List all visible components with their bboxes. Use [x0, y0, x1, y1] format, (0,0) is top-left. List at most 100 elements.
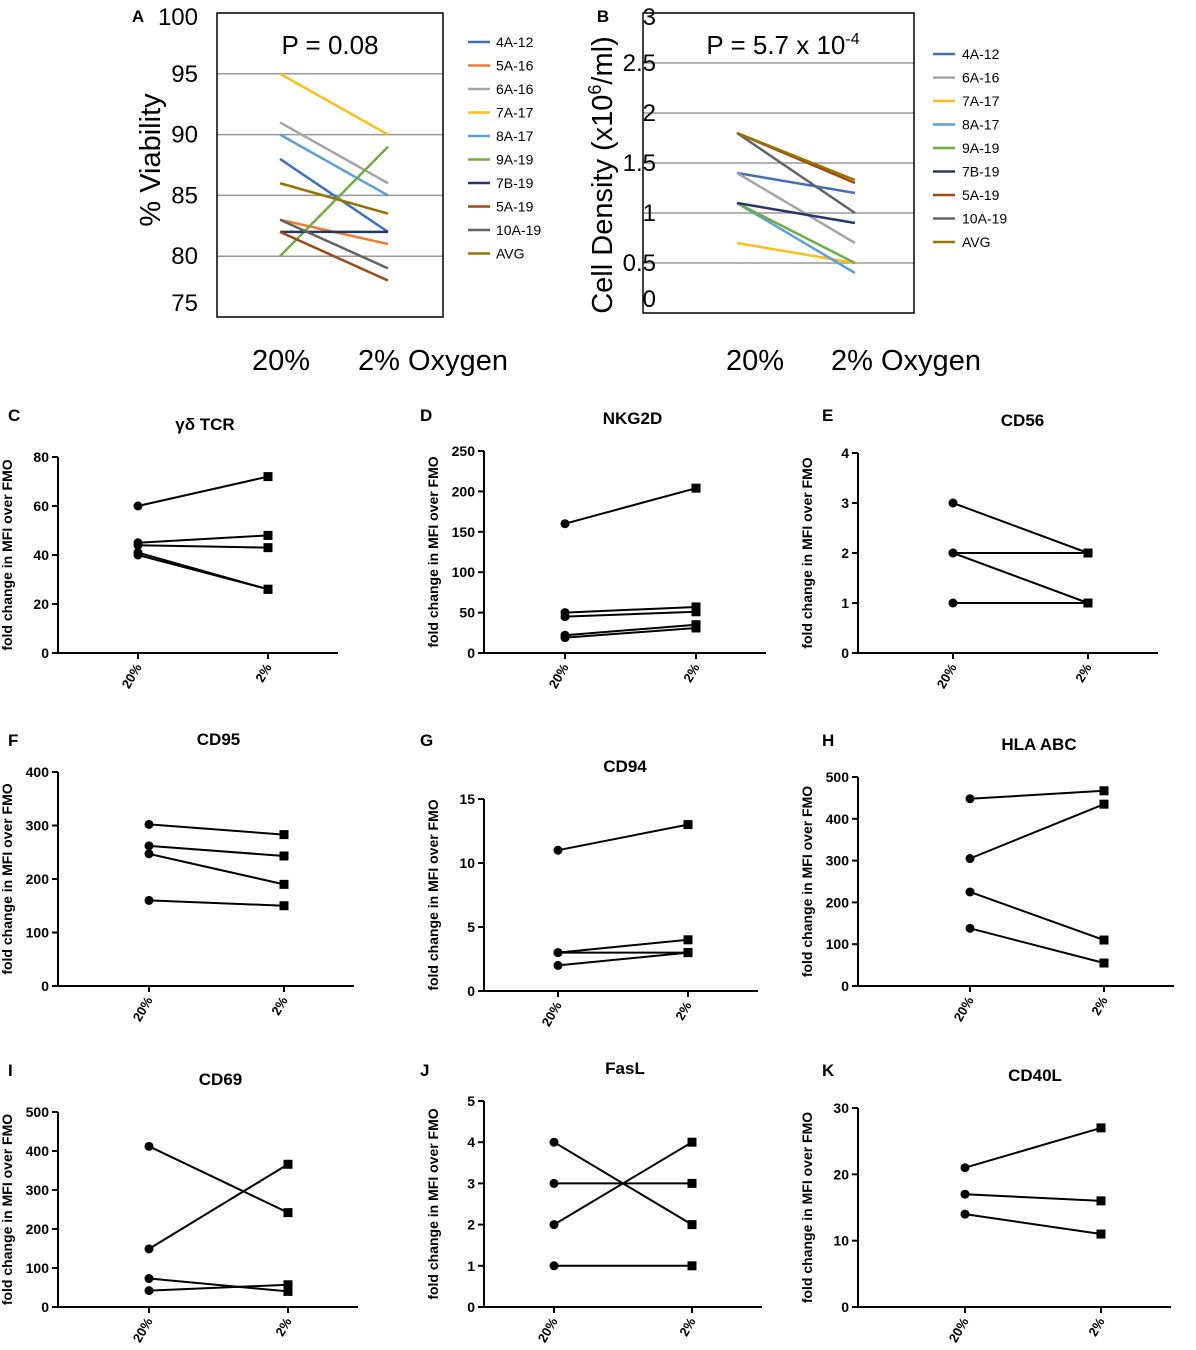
series-line [969, 891, 1105, 941]
y-tick-label: 200 [26, 1221, 50, 1237]
panel-label: D [420, 406, 432, 425]
x-axis-label: 2% Oxygen [358, 345, 508, 377]
data-point-20 [549, 1137, 559, 1147]
x-tick-label: 2% [252, 661, 275, 685]
y-tick-label: 1.5 [623, 150, 656, 177]
legend-label: 7B-19 [962, 164, 1000, 180]
y-tick-label: 0 [841, 645, 849, 661]
data-point-20 [549, 1220, 559, 1230]
y-tick-label: 1 [841, 595, 849, 611]
data-point-2 [283, 1159, 293, 1169]
data-point-20 [948, 548, 958, 558]
data-point-20 [560, 519, 570, 529]
x-tick-label: 20% [951, 994, 977, 1024]
series-line-9A-19 [736, 201, 856, 265]
data-point-2 [1099, 799, 1109, 809]
legend-label: 4A-12 [962, 46, 1000, 62]
data-point-2 [1099, 935, 1109, 945]
data-point-20 [965, 887, 975, 897]
panel-label: I [8, 1061, 13, 1080]
data-point-20 [133, 550, 143, 560]
panel-title: CD40L [1008, 1066, 1062, 1085]
y-tick-label: 2 [643, 100, 656, 127]
data-point-2 [263, 530, 273, 540]
y-tick-label: 50 [459, 605, 475, 621]
y-tick-label: 100 [26, 925, 50, 941]
data-point-2 [279, 879, 289, 889]
x-tick-label: 2% [1088, 994, 1111, 1018]
series-line [564, 623, 697, 637]
legend-label: AVG [962, 234, 991, 250]
y-tick-label: 90 [171, 122, 198, 149]
data-point-20 [553, 845, 563, 855]
y-tick-label: 5 [467, 919, 475, 935]
y-tick-label: 200 [452, 483, 476, 499]
x-tick-label: 2% [1085, 1315, 1108, 1339]
plot-frame [216, 12, 444, 318]
y-tick-label: 100 [452, 564, 476, 580]
panel-label: H [822, 731, 834, 750]
data-point-20 [560, 612, 570, 622]
data-point-2 [279, 901, 289, 911]
series-line-10A-19 [736, 131, 856, 215]
data-point-20 [553, 960, 563, 970]
data-point-2 [687, 1137, 697, 1147]
series-line-7A-17 [736, 241, 856, 265]
panel-F: F CD95 0 100 200 300 400 20% 2% fold change in MF… [0, 730, 354, 1024]
data-point-2 [1096, 1196, 1106, 1206]
series-line [148, 844, 285, 857]
y-tick-label: 400 [826, 811, 850, 827]
data-point-20 [144, 1286, 154, 1296]
y-tick-label: 0 [841, 978, 849, 994]
y-axis-label: fold change in MFI over FMO [425, 799, 441, 990]
panel-title: CD94 [603, 757, 647, 776]
y-tick-label: 3 [467, 1175, 475, 1191]
data-point-2 [687, 1178, 697, 1188]
y-tick-label: 400 [26, 764, 50, 780]
y-tick-label: 300 [26, 818, 50, 834]
data-point-20 [549, 1178, 559, 1188]
series-line [564, 610, 697, 618]
panel-label: C [8, 406, 20, 425]
legend-label: 5A-19 [496, 199, 534, 215]
data-point-20 [960, 1189, 970, 1199]
series-line [969, 789, 1105, 800]
series-line [564, 487, 697, 525]
panel-G: G CD94 0 5 10 15 20% 2% fold change in MFI over … [420, 731, 758, 1029]
data-point-2 [263, 584, 273, 594]
series-line [148, 852, 285, 886]
series-line [564, 605, 697, 614]
data-point-20 [144, 1244, 154, 1254]
x-tick-label: 20% [535, 1315, 561, 1345]
y-tick-label: 5 [467, 1093, 475, 1109]
series-line-4A-12 [279, 157, 389, 233]
y-tick-label: 0.5 [623, 250, 656, 277]
legend-label: 7A-17 [496, 105, 534, 121]
series-line [148, 1145, 289, 1214]
data-point-2 [1096, 1123, 1106, 1133]
data-point-2 [283, 1208, 293, 1218]
plot-frame [642, 12, 915, 314]
data-point-20 [144, 895, 154, 905]
data-point-2 [263, 472, 273, 482]
panel-B: B 3 2.5 2 1.5 1 0.5 0 Cell Density (x106/ml) P = … [585, 4, 1007, 377]
y-tick-label: 10 [459, 855, 475, 871]
y-axis-label: fold change in MFI over FMO [0, 459, 15, 650]
y-tick-label: 0 [41, 1299, 49, 1315]
y-tick-label: 20 [833, 1166, 849, 1182]
y-tick-label: 100 [158, 4, 198, 31]
series-line-6A-16 [279, 121, 389, 185]
data-point-20 [144, 841, 154, 851]
x-axis-label: 20% [726, 345, 784, 377]
series-line [964, 1193, 1102, 1202]
series-line-7A-17 [279, 72, 389, 136]
panel-label: G [420, 731, 433, 750]
series-line [148, 899, 285, 907]
data-point-20 [948, 498, 958, 508]
panel-label: B [597, 7, 609, 26]
series-line-4A-12 [736, 171, 856, 195]
y-tick-label: 80 [171, 243, 198, 270]
data-point-20 [948, 598, 958, 608]
y-axis-label: % Viability [135, 93, 167, 227]
